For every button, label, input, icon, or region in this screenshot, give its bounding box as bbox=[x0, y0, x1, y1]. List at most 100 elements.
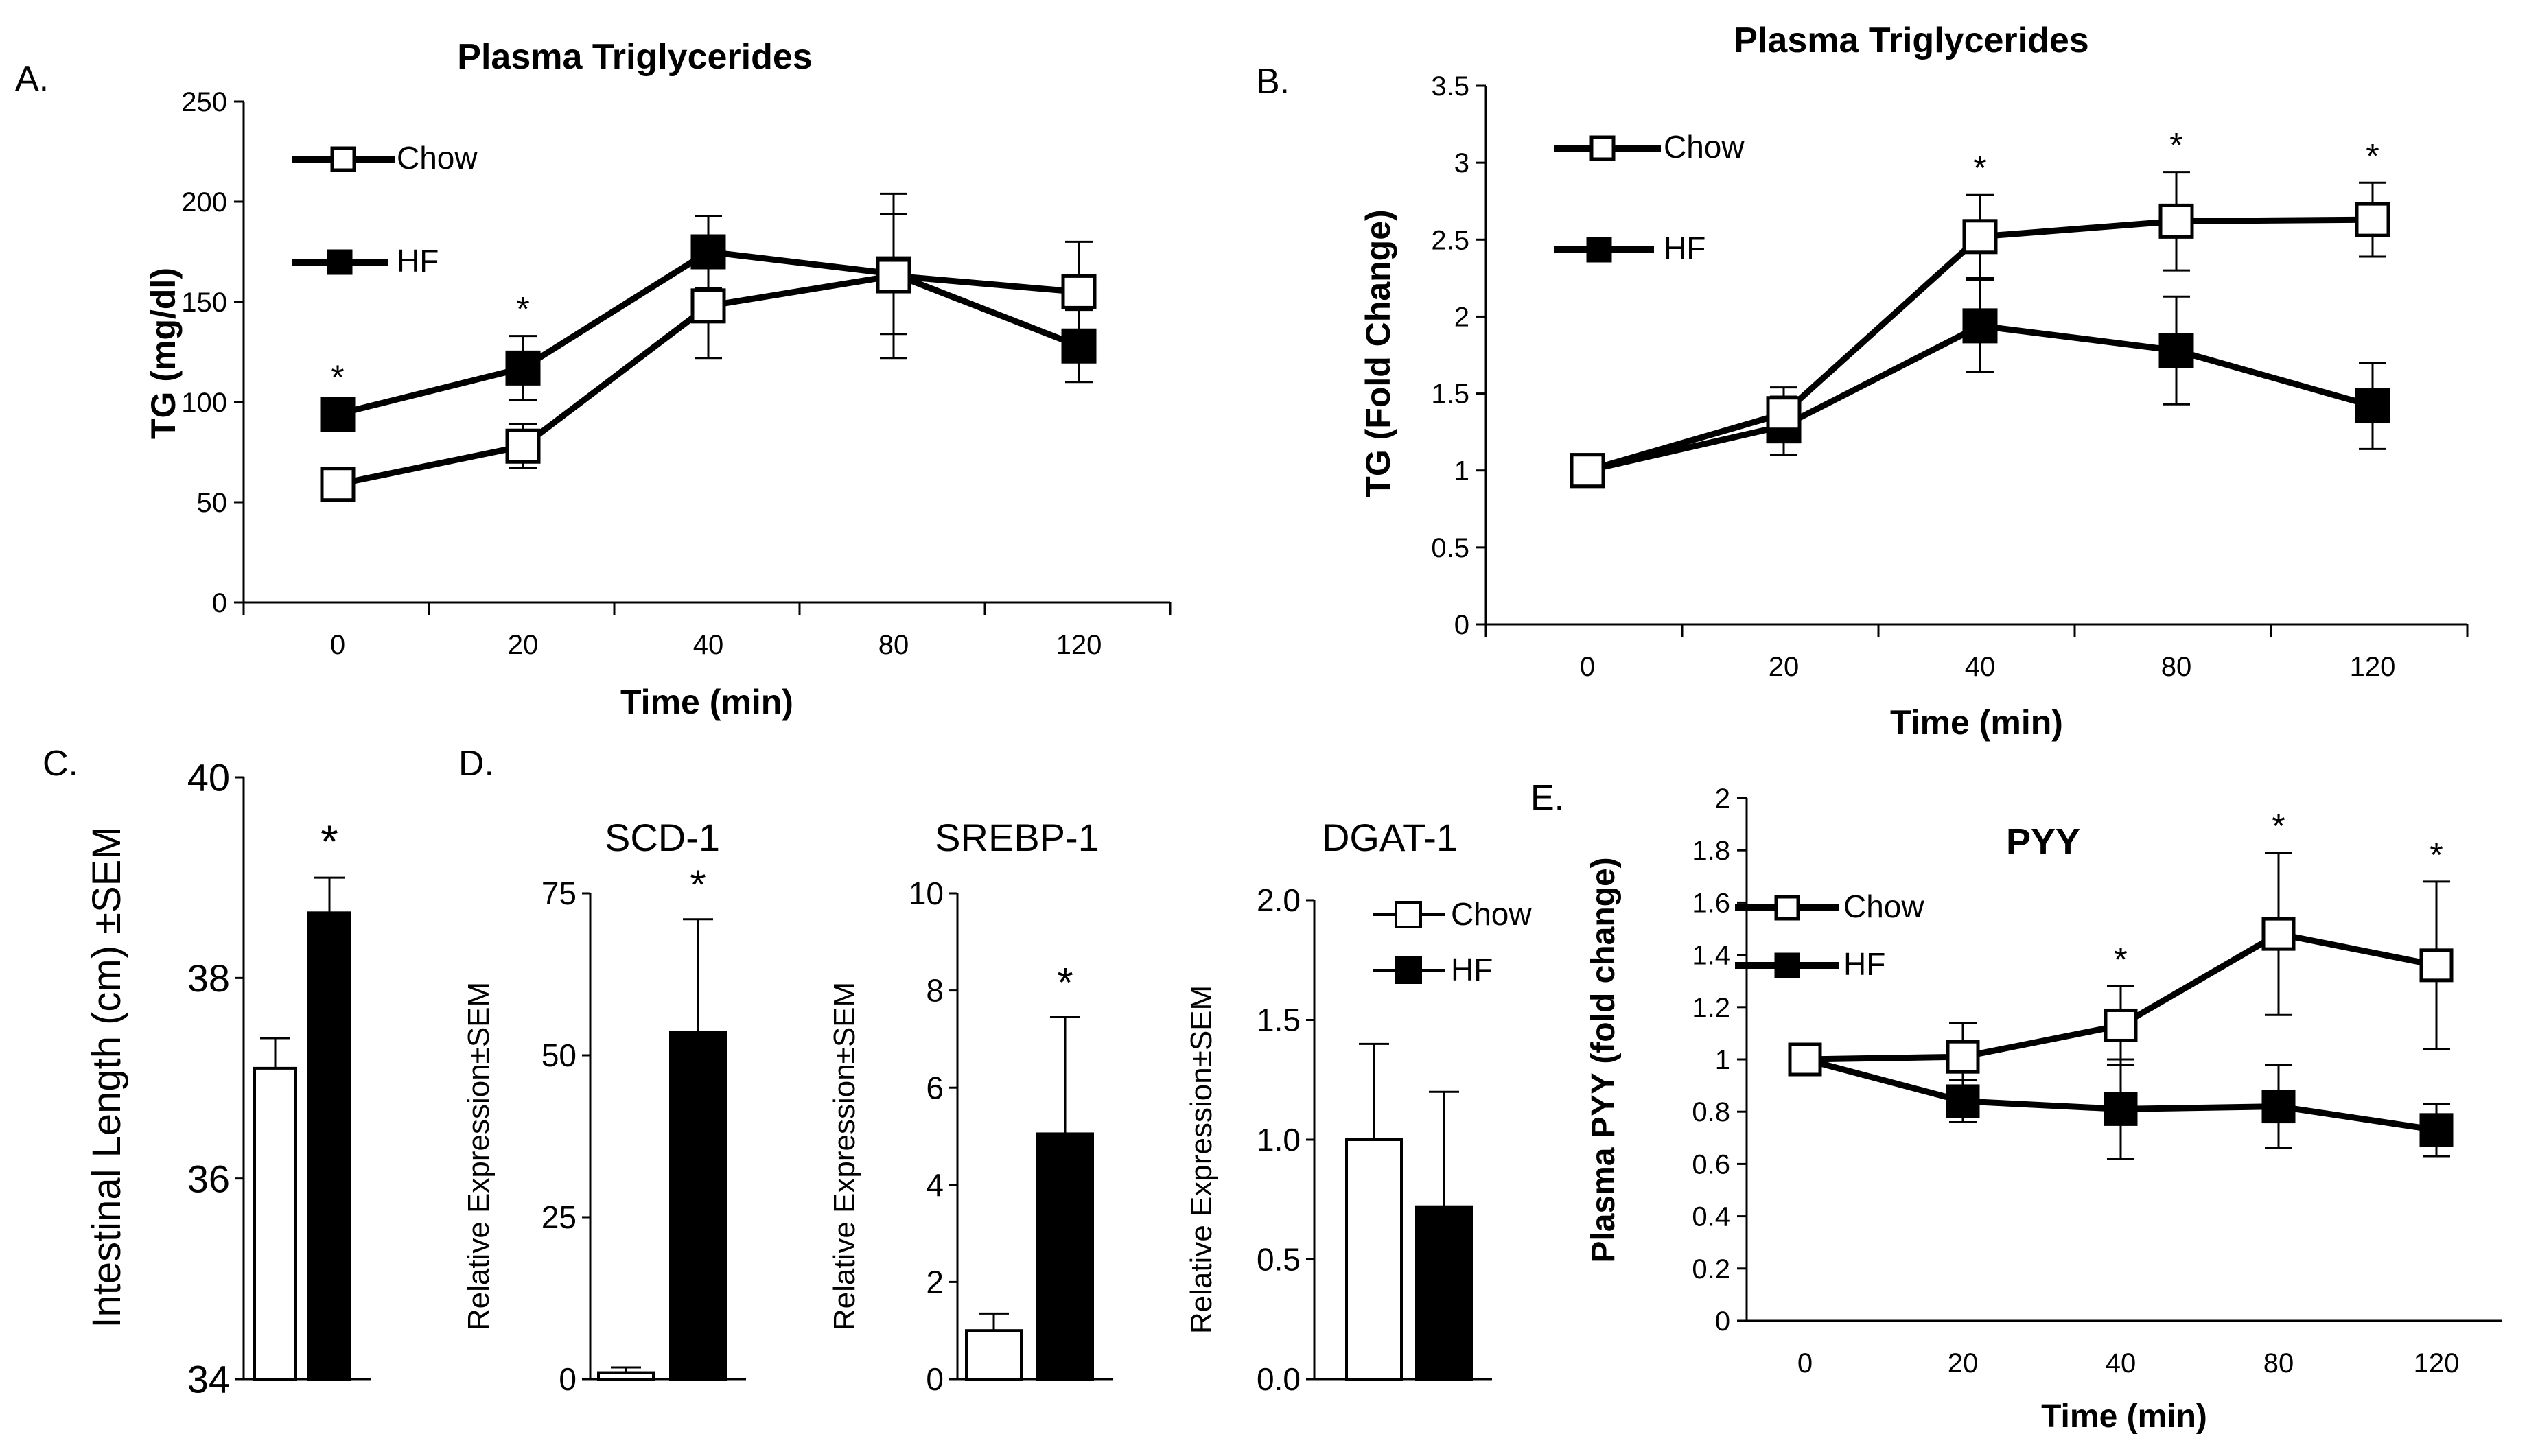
x-tick-label: 80 bbox=[2263, 1348, 2294, 1378]
x-tick-label: 20 bbox=[508, 630, 539, 660]
y-tick-label: 0.4 bbox=[1692, 1202, 1730, 1232]
y-tick-label: 0.8 bbox=[1692, 1097, 1730, 1127]
legend-e: Chow HF bbox=[1735, 889, 1924, 982]
x-tick-label: 20 bbox=[1948, 1348, 1979, 1378]
significance-star: * bbox=[2430, 836, 2443, 874]
y-axis-label: Relative Expression±SEM bbox=[828, 982, 861, 1330]
y-tick-label: 0.6 bbox=[1692, 1149, 1730, 1179]
y-axis-label: Relative Expression±SEM bbox=[462, 982, 496, 1330]
x-tick-label: 0 bbox=[1797, 1348, 1813, 1378]
y-tick-label: 250 bbox=[181, 87, 227, 117]
data-point-chow bbox=[1766, 396, 1802, 432]
data-point-hf bbox=[505, 350, 541, 386]
panel-letter-a: A. bbox=[15, 59, 49, 99]
y-tick-label: 40 bbox=[187, 756, 230, 799]
significance-star: * bbox=[2272, 807, 2285, 845]
data-point-chow bbox=[2261, 917, 2296, 951]
x-tick-label: 40 bbox=[693, 630, 724, 660]
legend-b-hf-marker bbox=[1586, 237, 1612, 263]
y-axis-label: Plasma PYY (fold change) bbox=[1585, 857, 1622, 1263]
data-point-chow bbox=[2419, 948, 2454, 983]
y-tick-label: 75 bbox=[542, 876, 577, 911]
panel-letter-d: D. bbox=[458, 744, 494, 784]
y-tick-label: 2 bbox=[1715, 784, 1730, 814]
x-tick-label: 80 bbox=[2161, 652, 2192, 682]
y-tick-label: 1.6 bbox=[1692, 888, 1730, 918]
y-tick-label: 0.5 bbox=[1257, 1242, 1301, 1278]
legend-a-chow-label: Chow bbox=[397, 140, 478, 176]
chart-title: DGAT-1 bbox=[1322, 816, 1458, 859]
chart-d1: 0 25 50 75 SCD-1 Relative Expression±SEM * bbox=[462, 816, 746, 1397]
significance-star: * bbox=[331, 358, 344, 397]
x-tick-label: 120 bbox=[2414, 1348, 2460, 1378]
significance-star: * bbox=[2114, 940, 2127, 978]
bar-hf bbox=[1036, 1132, 1094, 1381]
y-tick-label: 1 bbox=[1454, 456, 1469, 486]
y-tick-label: 200 bbox=[181, 187, 227, 218]
data-point-hf bbox=[2104, 1092, 2138, 1126]
y-tick-label: 1 bbox=[1715, 1045, 1730, 1075]
x-tick-label: 80 bbox=[878, 630, 909, 660]
legend-b-chow-label: Chow bbox=[1664, 129, 1745, 165]
significance-star: * bbox=[516, 290, 529, 329]
legend-d-chow-label: Chow bbox=[1451, 896, 1532, 932]
x-axis-label: Time (min) bbox=[620, 683, 793, 721]
legend-d: Chow HF bbox=[1373, 896, 1532, 987]
y-tick-label: 1.5 bbox=[1257, 1002, 1301, 1038]
x-tick-label: 0 bbox=[330, 630, 345, 660]
chart-e: 00.20.40.60.811.21.41.61.820 20 40 80 120PYY… bbox=[1585, 784, 2502, 1435]
y-tick-label: 36 bbox=[187, 1157, 230, 1200]
chart-b: 0 0.5 1 1.5 2 2.5 3 3.5 0 20 40 80 120 Plasma Triglyc… bbox=[1359, 21, 2469, 742]
bar-hf bbox=[307, 911, 351, 1381]
legend-d-hf-label: HF bbox=[1451, 952, 1493, 987]
legend-e-hf-label: HF bbox=[1843, 946, 1885, 982]
data-point-chow bbox=[876, 258, 911, 294]
bar-hf bbox=[1415, 1205, 1473, 1381]
chart-title: SREBP-1 bbox=[935, 816, 1099, 859]
data-point-hf bbox=[2261, 1090, 2296, 1124]
significance-star: * bbox=[2366, 137, 2379, 175]
significance-star: * bbox=[690, 862, 706, 908]
chart-title: Plasma Triglycerides bbox=[1734, 21, 2088, 60]
legend-a: Chow HF bbox=[292, 140, 478, 279]
legend-d-chow-marker bbox=[1395, 901, 1422, 928]
legend-e-chow-marker bbox=[1774, 895, 1800, 921]
chart-a: 0 50 100 150 200 250 0 20 40 80 120 Plasma Triglyce… bbox=[144, 37, 1172, 721]
y-tick-label: 0.5 bbox=[1431, 533, 1469, 563]
y-tick-label: 50 bbox=[542, 1037, 577, 1073]
panel-letter-c: C. bbox=[43, 744, 78, 784]
y-tick-label: 2.0 bbox=[1257, 882, 1301, 918]
data-point-chow bbox=[2158, 203, 2194, 239]
y-tick-label: 25 bbox=[542, 1199, 577, 1235]
data-point-chow bbox=[1788, 1042, 1822, 1077]
y-axis-label: Intestinal Length (cm) ±SEM bbox=[84, 826, 129, 1328]
legend-a-hf-marker bbox=[327, 249, 353, 275]
data-point-chow bbox=[1946, 1040, 1980, 1074]
x-tick-label: 0 bbox=[1580, 652, 1595, 682]
significance-star: * bbox=[321, 816, 338, 867]
data-point-hf bbox=[2355, 388, 2390, 424]
y-tick-label: 0.2 bbox=[1692, 1254, 1730, 1284]
y-axis-label: TG (mg/dl) bbox=[144, 268, 183, 439]
bar-chow bbox=[965, 1329, 1023, 1381]
data-point-chow bbox=[505, 428, 541, 464]
x-axis-label: Time (min) bbox=[2041, 1398, 2207, 1435]
bar-hf bbox=[669, 1031, 727, 1381]
chart-title: PYY bbox=[2006, 821, 2080, 862]
y-tick-label: 1.5 bbox=[1431, 379, 1469, 410]
y-tick-label: 4 bbox=[926, 1167, 944, 1203]
significance-star: * bbox=[1057, 960, 1073, 1006]
chart-d2: 0 2 4 6 8 10 SREBP-1 Relative Expression±SEM * bbox=[828, 816, 1113, 1397]
y-tick-label: 0 bbox=[1715, 1306, 1730, 1337]
y-tick-label: 0 bbox=[212, 588, 227, 618]
legend-d-hf-marker bbox=[1395, 956, 1422, 984]
y-tick-label: 2.5 bbox=[1431, 225, 1469, 255]
y-tick-label: 0 bbox=[559, 1361, 577, 1397]
y-tick-label: 8 bbox=[926, 973, 944, 1009]
y-tick-label: 38 bbox=[187, 956, 230, 1000]
y-tick-label: 34 bbox=[187, 1358, 230, 1401]
data-point-chow bbox=[1061, 274, 1097, 309]
x-tick-label: 120 bbox=[2350, 652, 2396, 682]
significance-star: * bbox=[2169, 126, 2182, 165]
